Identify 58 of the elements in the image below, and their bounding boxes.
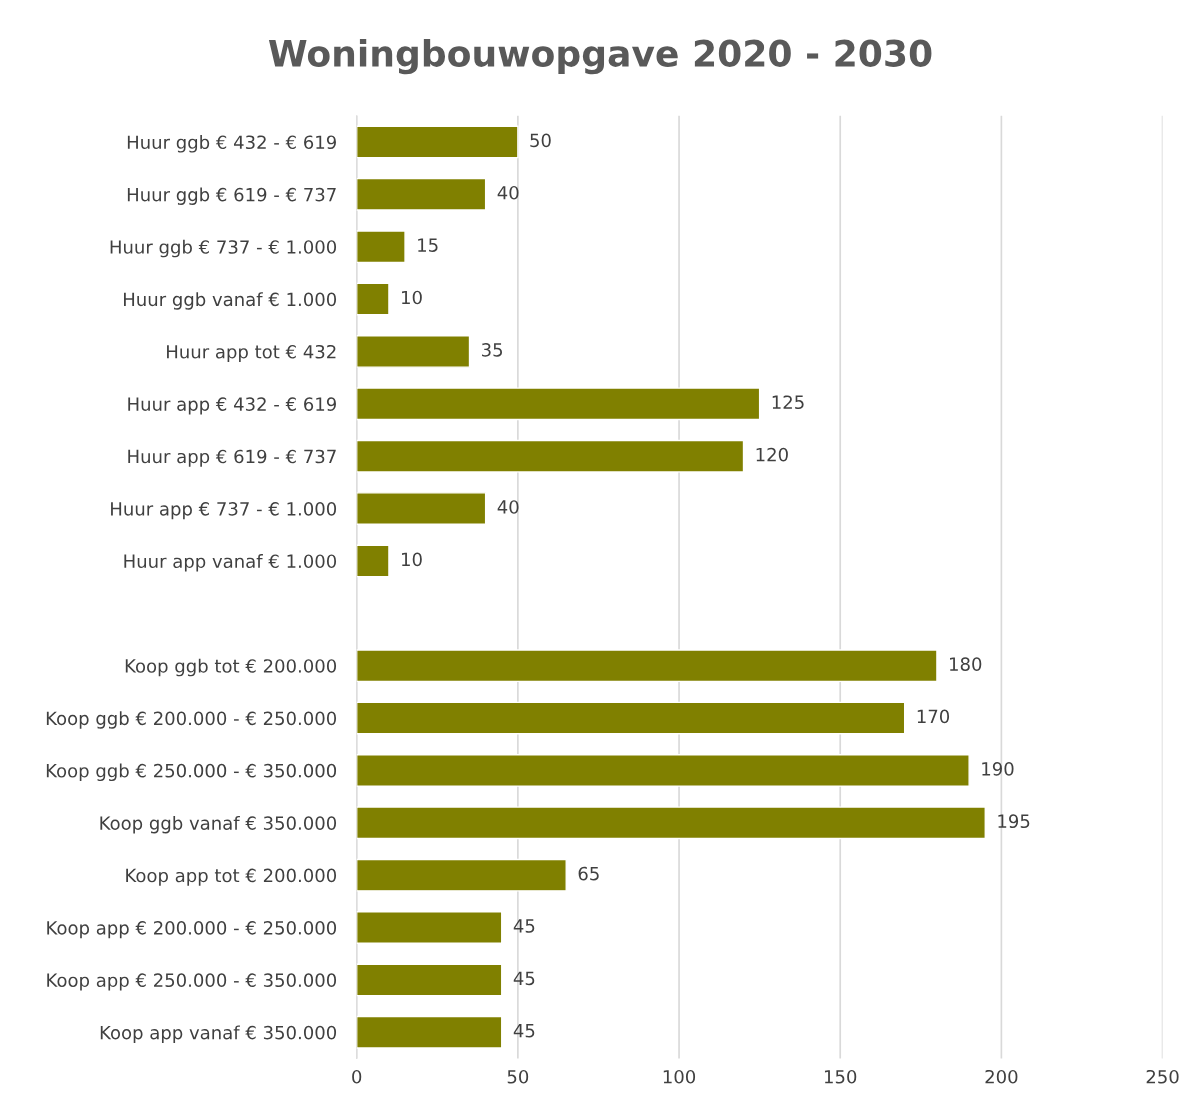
x-tick-label: 100 [663, 1069, 696, 1084]
y-tick-label: Koop app vanaf € 350.000 [100, 1025, 337, 1043]
y-tick-label: Koop ggb vanaf € 350.000 [100, 815, 337, 834]
bar [356, 230, 406, 264]
x-tick-label: 0 [352, 1069, 362, 1084]
data-label: 120 [756, 447, 788, 462]
bar [356, 806, 986, 840]
y-tick-label: Huur ggb € 619 - € 737 [127, 187, 336, 205]
y-tick-label: Koop app tot € 200.000 [126, 868, 337, 886]
bar [356, 387, 761, 421]
data-label: 40 [497, 500, 519, 514]
bar [356, 858, 567, 892]
y-tick-label: Koop ggb € 200.000 - € 250.000 [46, 711, 337, 729]
y-tick-label: Huur app € 432 - € 619 [128, 397, 336, 415]
bar [356, 177, 487, 211]
x-tick-label: 150 [824, 1069, 857, 1084]
y-tick-label: Koop app € 250.000 - € 350.000 [47, 973, 337, 991]
bar [356, 963, 503, 997]
data-label: 15 [418, 238, 438, 252]
bar [356, 701, 906, 735]
data-label: 10 [402, 290, 422, 305]
data-label: 180 [950, 657, 982, 671]
bar [356, 649, 938, 683]
bar [356, 492, 487, 525]
bar [356, 335, 471, 368]
y-tick-label: Koop ggb tot € 200.000 [125, 658, 337, 677]
x-tick-label: 50 [507, 1069, 529, 1084]
data-label: 45 [513, 1024, 535, 1038]
data-label: 65 [578, 866, 599, 881]
bar [356, 911, 503, 944]
bar [356, 439, 745, 473]
bar [356, 125, 519, 159]
data-label: 170 [917, 709, 950, 724]
data-label: 40 [497, 185, 519, 200]
data-label: 35 [482, 343, 503, 357]
y-tick-label: Huur ggb € 432 - € 619 [127, 135, 336, 153]
y-tick-label: Huur app tot € 432 [167, 344, 336, 363]
bar [356, 282, 390, 316]
y-tick-label: Huur ggb vanaf € 1.000 [124, 292, 337, 310]
data-label: 50 [530, 133, 551, 148]
y-tick-label: Huur ggb € 737 - € 1.000 [110, 239, 337, 258]
y-tick-label: Huur app vanaf € 1.000 [124, 554, 337, 572]
bar [356, 544, 390, 578]
data-label: 190 [982, 761, 1014, 776]
data-label: 195 [998, 814, 1030, 829]
data-label: 45 [513, 919, 535, 933]
bar [356, 1015, 503, 1049]
data-label: 10 [402, 552, 422, 567]
x-tick-label: 200 [985, 1069, 1018, 1084]
y-tick-label: Huur app € 737 - € 1.000 [111, 502, 337, 520]
y-tick-label: Huur app € 619 - € 737 [128, 449, 336, 467]
data-label: 45 [513, 971, 535, 986]
chart-title: Woningbouwopgave 2020 - 2030 [268, 38, 932, 75]
y-tick-label: Koop ggb € 250.000 - € 350.000 [46, 763, 337, 782]
data-label: 125 [772, 395, 804, 410]
bar [356, 754, 970, 787]
x-tick-label: 250 [1146, 1069, 1179, 1084]
y-tick-label: Koop app € 200.000 - € 250.000 [47, 920, 337, 939]
